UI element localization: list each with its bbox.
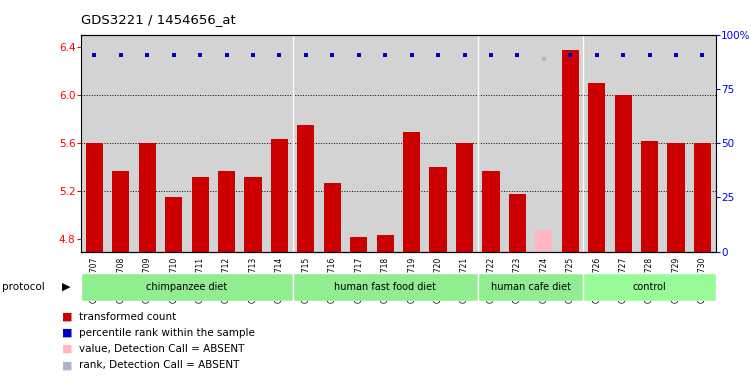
- Text: value, Detection Call = ABSENT: value, Detection Call = ABSENT: [79, 344, 244, 354]
- Bar: [482, 171, 499, 252]
- Text: GDS3221 / 1454656_at: GDS3221 / 1454656_at: [81, 13, 236, 26]
- Bar: [478, 273, 584, 301]
- Bar: [430, 167, 447, 252]
- Bar: [293, 273, 478, 301]
- Bar: [350, 237, 367, 252]
- Text: ■: ■: [62, 360, 73, 370]
- Bar: [81, 273, 293, 301]
- Bar: [376, 235, 394, 252]
- Bar: [508, 194, 526, 252]
- Bar: [535, 230, 553, 252]
- Bar: [271, 139, 288, 252]
- Bar: [218, 171, 235, 252]
- Bar: [139, 143, 155, 252]
- Bar: [456, 143, 473, 252]
- Text: rank, Detection Call = ABSENT: rank, Detection Call = ABSENT: [79, 360, 240, 370]
- Bar: [584, 273, 716, 301]
- Text: control: control: [633, 282, 666, 292]
- Bar: [694, 143, 711, 252]
- Bar: [165, 197, 182, 252]
- Bar: [614, 95, 632, 252]
- Text: human cafe diet: human cafe diet: [490, 282, 571, 292]
- Bar: [192, 177, 209, 252]
- Text: transformed count: transformed count: [79, 312, 176, 322]
- Bar: [562, 50, 579, 252]
- Bar: [112, 171, 129, 252]
- Bar: [324, 183, 341, 252]
- Bar: [588, 83, 605, 252]
- Text: ■: ■: [62, 344, 73, 354]
- Text: percentile rank within the sample: percentile rank within the sample: [79, 328, 255, 338]
- Text: ▶: ▶: [62, 282, 70, 292]
- Bar: [86, 143, 103, 252]
- Bar: [668, 143, 685, 252]
- Bar: [244, 177, 261, 252]
- Text: human fast food diet: human fast food diet: [334, 282, 436, 292]
- Text: protocol: protocol: [2, 282, 44, 292]
- Bar: [641, 141, 658, 252]
- Text: chimpanzee diet: chimpanzee diet: [146, 282, 228, 292]
- Bar: [297, 125, 315, 252]
- Text: ■: ■: [62, 328, 73, 338]
- Bar: [403, 132, 421, 252]
- Text: ■: ■: [62, 312, 73, 322]
